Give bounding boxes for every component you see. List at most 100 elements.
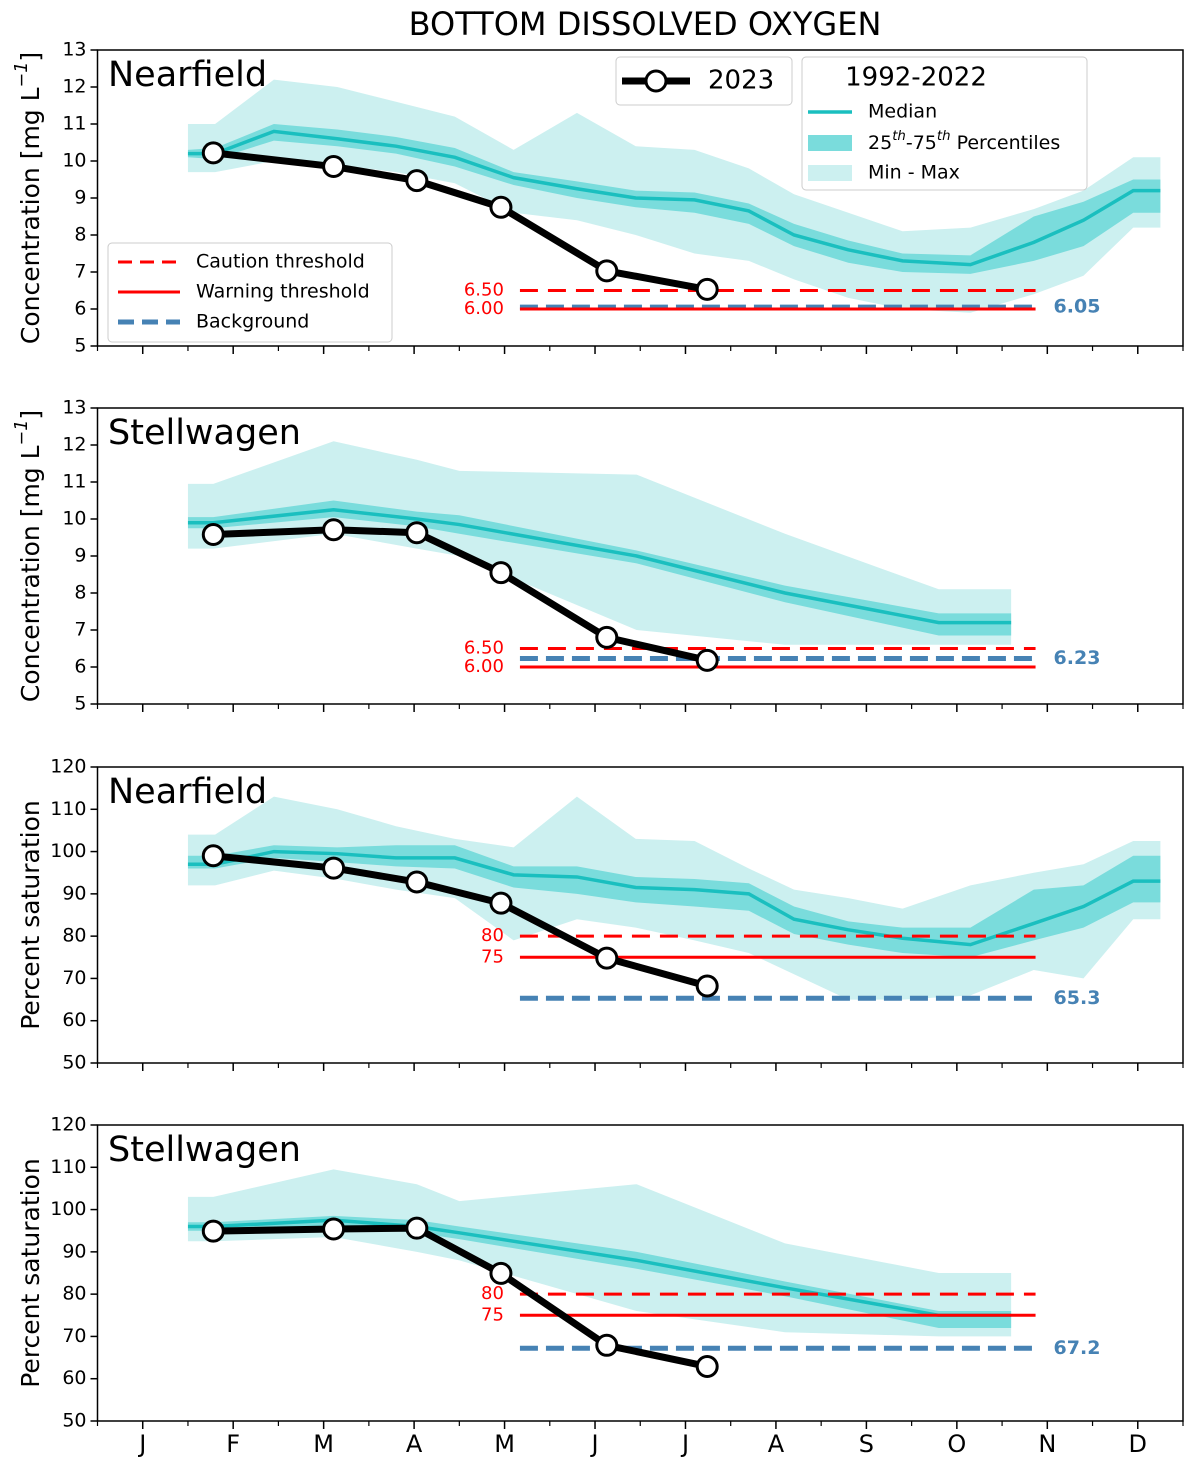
y-tick-label: 120 — [50, 756, 86, 778]
series-marker — [489, 195, 513, 219]
y-tick-label: 13 — [62, 397, 86, 419]
y-tick-label: 10 — [62, 150, 86, 172]
warning-line-label: 75 — [481, 946, 504, 967]
background-line-label: 65.3 — [1054, 987, 1101, 1009]
series-marker — [595, 625, 619, 649]
median-line — [187, 1218, 1012, 1318]
x-tick-label: J — [589, 1430, 598, 1458]
panel-title: Stellwagen — [108, 413, 301, 453]
series-marker — [489, 561, 513, 585]
series-marker — [595, 259, 619, 283]
series-marker — [595, 1333, 619, 1357]
legend-swatch — [808, 165, 852, 181]
y-tick-label: 6 — [74, 298, 86, 320]
y-tick-label: 90 — [62, 882, 86, 904]
y-tick-label: 70 — [62, 967, 86, 989]
y-tick-label: 12 — [62, 434, 86, 456]
x-tick-label: D — [1129, 1430, 1147, 1458]
legend-marker — [644, 69, 668, 93]
series-marker — [322, 1217, 346, 1241]
warning-line-label: 75 — [481, 1304, 504, 1325]
y-tick-label: 8 — [74, 224, 86, 246]
percentile-band — [187, 500, 1012, 636]
y-tick-label: 6 — [74, 656, 86, 678]
legend-label: Caution threshold — [196, 251, 365, 273]
caution-line-label: 80 — [481, 925, 504, 946]
x-tick-label: A — [768, 1430, 785, 1458]
y-tick-label: 100 — [50, 1198, 86, 1220]
series-line — [213, 1224, 708, 1370]
legend-box — [801, 56, 1088, 191]
series-marker — [405, 521, 429, 545]
percentile-band — [187, 1215, 1012, 1328]
series-marker — [201, 141, 225, 165]
y-tick-label: 7 — [74, 619, 86, 641]
panel: 6.23 6.506.00 5 6 7 8 9 10 11 12 13 Concentration [… — [12, 397, 1184, 715]
warning-line-label: 6.00 — [464, 298, 504, 319]
y-tick-label: 5 — [74, 693, 86, 715]
panel-title: Nearfield — [108, 772, 267, 812]
y-tick-label: 70 — [62, 1325, 86, 1347]
y-tick-label: 11 — [62, 471, 86, 493]
x-tick-label: O — [947, 1430, 966, 1458]
background-line-label: 67.2 — [1054, 1337, 1101, 1359]
series-marker — [695, 648, 719, 672]
series-marker — [322, 155, 346, 179]
y-tick-label: 7 — [74, 261, 86, 283]
y-tick-label: 9 — [74, 187, 86, 209]
series-marker — [695, 277, 719, 301]
x-tick-label: J — [137, 1430, 146, 1458]
series-marker — [695, 1354, 719, 1378]
y-axis-label: Percent saturation — [16, 800, 45, 1030]
panel-title: Nearfield — [108, 55, 267, 95]
panel-title: Stellwagen — [108, 1130, 301, 1170]
figure-title: BOTTOM DISSOLVED OXYGEN — [409, 5, 882, 43]
percentile-band — [187, 845, 1161, 958]
y-tick-label: 5 — [74, 335, 86, 357]
legend-label: Warning threshold — [196, 281, 370, 303]
y-tick-label: 60 — [62, 1009, 86, 1031]
y-tick-label: 13 — [62, 39, 86, 61]
x-tick-label: J — [680, 1430, 689, 1458]
x-tick-label: A — [406, 1430, 423, 1458]
y-tick-label: 8 — [74, 582, 86, 604]
x-tick-label: S — [859, 1430, 874, 1458]
y-tick-label: 80 — [62, 1283, 86, 1305]
series-marker — [322, 518, 346, 542]
y-tick-label: 100 — [50, 840, 86, 862]
y-tick-label: 50 — [62, 1052, 86, 1074]
x-tick-label: M — [313, 1430, 334, 1458]
legend-label: 25th-75th Percentiles — [868, 129, 1060, 154]
y-tick-label: 9 — [74, 545, 86, 567]
caution-line-label: 6.50 — [464, 280, 504, 301]
series-marker — [405, 1216, 429, 1240]
x-tick-label: M — [494, 1430, 515, 1458]
y-tick-label: 110 — [50, 798, 86, 820]
y-tick-label: 11 — [62, 113, 86, 135]
y-tick-label: 10 — [62, 508, 86, 530]
legend-label: Median — [868, 101, 937, 123]
median-line — [187, 129, 1161, 267]
series-marker — [322, 856, 346, 880]
y-tick-label: 120 — [50, 1114, 86, 1136]
legend-label: Background — [196, 311, 309, 333]
series-line — [212, 852, 709, 990]
y-axis-label: Concentration [mg L−1] — [12, 52, 45, 344]
y-tick-label: 90 — [62, 1240, 86, 1262]
legend-box — [615, 56, 793, 106]
legend-box — [107, 242, 393, 343]
legend-swatch — [808, 135, 852, 151]
y-tick-label: 50 — [62, 1410, 86, 1432]
series-marker — [489, 1261, 513, 1285]
series-marker — [405, 870, 429, 894]
series-marker — [405, 169, 429, 193]
series-marker — [201, 844, 225, 868]
series-marker — [695, 974, 719, 998]
x-tick-label: F — [226, 1430, 240, 1458]
y-axis-label: Percent saturation — [16, 1158, 45, 1388]
y-tick-label: 110 — [50, 1156, 86, 1178]
y-tick-label: 80 — [62, 925, 86, 947]
